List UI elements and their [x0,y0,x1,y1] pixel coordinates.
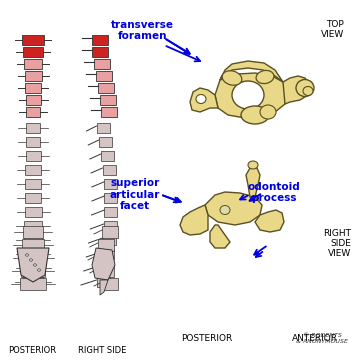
Polygon shape [22,252,45,264]
Polygon shape [101,249,114,259]
Polygon shape [94,59,110,69]
Polygon shape [25,193,41,203]
Text: RIGHT
SIDE
VIEW: RIGHT SIDE VIEW [323,229,351,258]
Polygon shape [96,123,109,133]
Ellipse shape [37,269,41,271]
Polygon shape [104,207,117,217]
Polygon shape [104,179,117,189]
Text: © RODENTS
& ANONYMOUSE: © RODENTS & ANONYMOUSE [296,333,348,344]
Ellipse shape [220,206,230,215]
Polygon shape [210,225,230,248]
Polygon shape [246,168,260,197]
Polygon shape [104,193,117,203]
Polygon shape [92,47,108,57]
Ellipse shape [248,161,258,169]
Polygon shape [26,151,41,161]
Polygon shape [103,165,116,175]
Polygon shape [22,239,44,251]
Polygon shape [102,226,118,238]
Polygon shape [99,263,112,273]
Ellipse shape [26,254,28,256]
Polygon shape [26,107,40,117]
Polygon shape [99,137,112,147]
Polygon shape [255,210,284,232]
Polygon shape [98,83,114,93]
Polygon shape [96,277,109,287]
Text: transverse
foramen: transverse foramen [111,20,174,41]
Ellipse shape [241,106,269,124]
Polygon shape [21,265,45,277]
Text: RIGHT SIDE: RIGHT SIDE [78,346,127,355]
Polygon shape [24,235,42,245]
Ellipse shape [232,81,264,109]
Polygon shape [220,61,283,82]
Polygon shape [98,265,114,277]
Ellipse shape [256,71,274,84]
Text: superior
articular
facet: superior articular facet [110,178,160,211]
Polygon shape [24,221,42,231]
Ellipse shape [296,80,314,96]
Polygon shape [103,235,116,245]
Polygon shape [25,179,41,189]
Polygon shape [23,277,43,287]
Polygon shape [180,205,208,235]
Polygon shape [24,207,41,217]
Polygon shape [25,83,41,93]
Ellipse shape [260,105,276,119]
Ellipse shape [196,95,206,104]
Polygon shape [25,165,41,175]
Polygon shape [98,239,114,251]
Polygon shape [24,59,42,69]
Polygon shape [101,151,114,161]
Polygon shape [24,249,42,259]
Polygon shape [23,47,43,57]
Polygon shape [205,192,262,225]
Ellipse shape [33,264,36,266]
Text: POSTERIOR: POSTERIOR [8,346,57,355]
Polygon shape [101,107,117,117]
Polygon shape [26,137,40,147]
Polygon shape [17,248,49,282]
Ellipse shape [222,71,242,85]
Polygon shape [26,123,40,133]
Text: ANTERIOR: ANTERIOR [292,334,338,343]
Polygon shape [102,278,118,290]
Polygon shape [100,280,108,295]
Polygon shape [92,35,108,45]
Polygon shape [190,88,218,112]
Polygon shape [24,71,41,81]
Polygon shape [283,76,310,104]
Polygon shape [96,252,112,264]
Ellipse shape [30,259,32,261]
Polygon shape [92,248,115,280]
Polygon shape [215,73,288,118]
Text: POSTERIOR: POSTERIOR [181,334,233,343]
Polygon shape [23,263,42,273]
Polygon shape [26,95,41,105]
Polygon shape [100,95,116,105]
Polygon shape [22,35,44,45]
Text: odontoid
process: odontoid process [247,182,300,203]
Polygon shape [23,226,43,238]
Polygon shape [104,221,117,231]
Polygon shape [96,71,112,81]
Ellipse shape [303,86,313,95]
Text: TOP
VIEW: TOP VIEW [320,20,344,39]
Polygon shape [20,278,46,290]
